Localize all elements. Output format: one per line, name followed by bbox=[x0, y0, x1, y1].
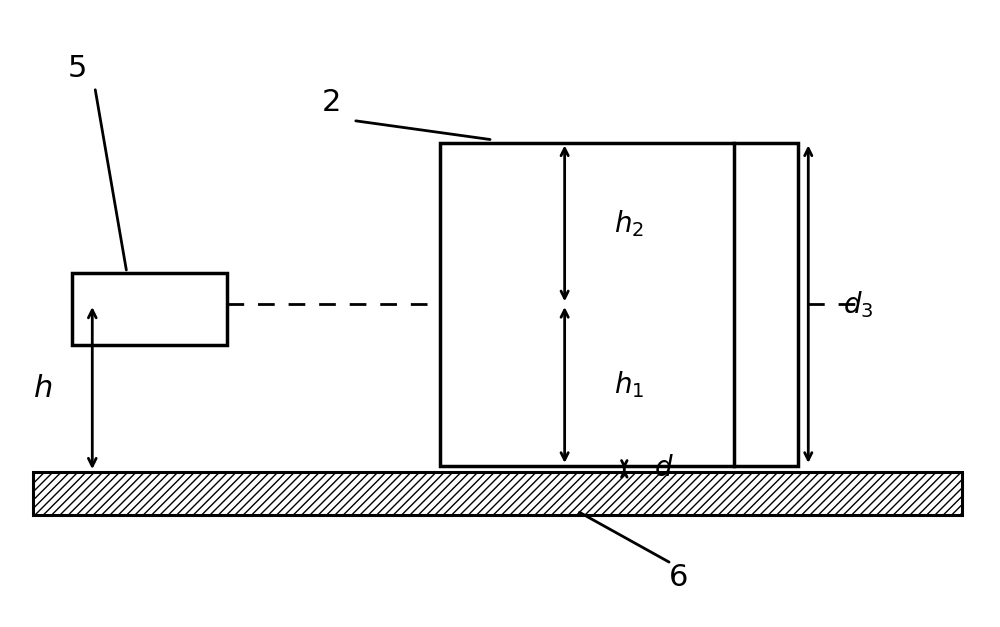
Text: $h_1$: $h_1$ bbox=[614, 369, 644, 401]
Bar bbox=[72, 273, 227, 345]
Text: $h_2$: $h_2$ bbox=[614, 208, 644, 239]
Text: $d$: $d$ bbox=[654, 455, 674, 482]
Bar bbox=[440, 142, 798, 466]
Text: 2: 2 bbox=[321, 88, 341, 117]
Text: 5: 5 bbox=[68, 53, 87, 83]
Text: $h$: $h$ bbox=[33, 372, 52, 404]
Text: $d_3$: $d_3$ bbox=[843, 289, 873, 320]
Bar bbox=[33, 472, 962, 515]
Text: 6: 6 bbox=[669, 563, 689, 592]
